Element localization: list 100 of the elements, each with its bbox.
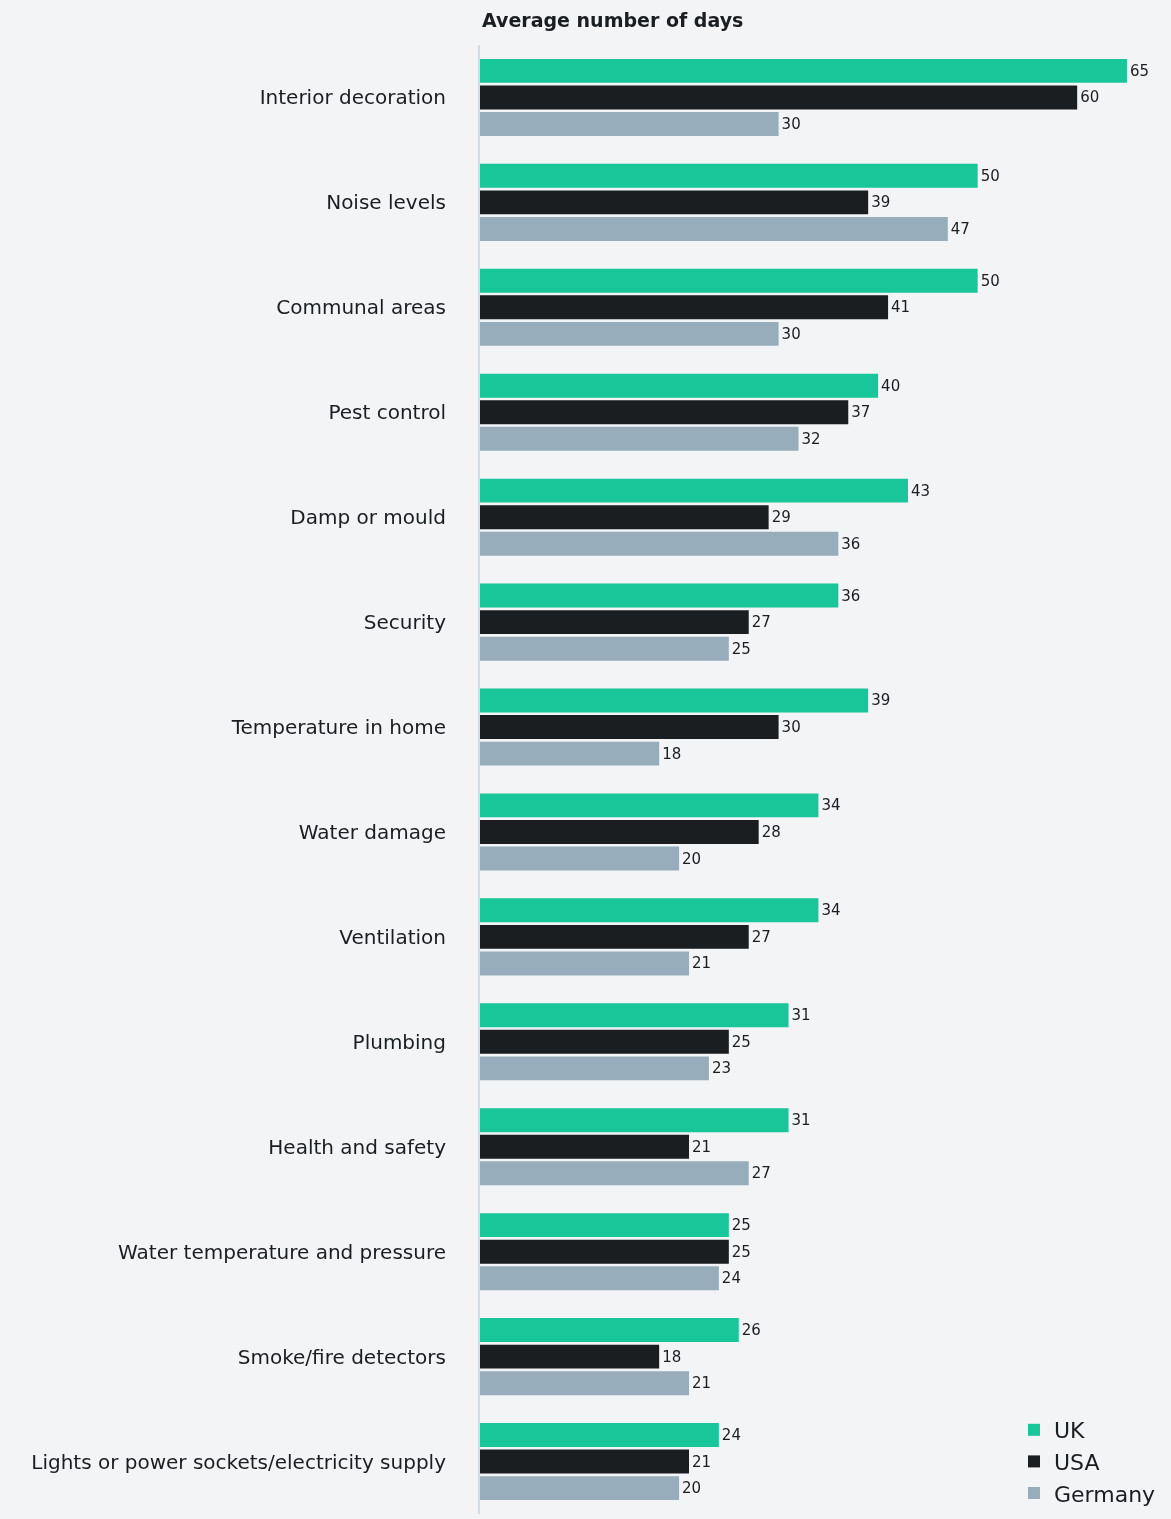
data-label: 25 <box>731 1216 751 1235</box>
data-label: 21 <box>692 954 712 973</box>
data-label: 50 <box>980 271 1000 290</box>
bar <box>480 1371 690 1396</box>
bar <box>480 268 978 293</box>
y-tick-label: Damp or mould <box>290 505 446 530</box>
data-label: 21 <box>692 1452 712 1471</box>
y-tick-label: Pest control <box>328 400 446 425</box>
data-label: 25 <box>731 1242 751 1261</box>
data-label: 29 <box>771 508 791 527</box>
data-label: 36 <box>841 534 861 553</box>
bar <box>480 217 948 241</box>
data-label: 28 <box>761 822 781 841</box>
data-label: 20 <box>682 1479 702 1498</box>
bar <box>480 1422 719 1447</box>
bar <box>480 1266 719 1291</box>
bar <box>480 1344 660 1369</box>
y-tick-label: Ventilation <box>339 924 446 949</box>
data-label: 37 <box>851 403 871 422</box>
bar <box>480 321 779 346</box>
bar <box>480 505 769 530</box>
data-label: 31 <box>791 1111 811 1130</box>
bar <box>480 373 879 398</box>
data-label: 50 <box>980 166 1000 185</box>
bar <box>480 1449 690 1474</box>
bar <box>480 112 779 137</box>
bar <box>480 295 889 320</box>
y-tick-label: Smoke/fire detectors <box>237 1344 446 1369</box>
bar <box>480 426 799 451</box>
legend-label: UK <box>1054 1418 1086 1444</box>
data-label: 32 <box>801 429 821 448</box>
bar <box>480 1318 739 1342</box>
bar <box>480 583 839 608</box>
y-tick-label: Lights or power sockets/electricity supply <box>31 1449 447 1474</box>
bar <box>480 1161 749 1186</box>
y-tick-label: Communal areas <box>276 295 446 320</box>
bar <box>480 1056 709 1081</box>
y-tick-label: Security <box>363 610 447 635</box>
legend-label: Germany <box>1054 1481 1156 1507</box>
data-label: 34 <box>821 901 841 920</box>
bar <box>480 478 908 503</box>
data-label: 27 <box>751 927 771 946</box>
data-label: 31 <box>791 1006 811 1025</box>
data-label: 30 <box>781 115 801 134</box>
bar <box>480 741 660 766</box>
y-tick-label: Plumbing <box>352 1029 446 1054</box>
data-label: 34 <box>821 796 841 815</box>
y-tick-label: Water damage <box>298 819 446 844</box>
bar <box>480 951 690 976</box>
bar <box>480 924 749 949</box>
data-label: 20 <box>682 849 702 868</box>
bar <box>480 688 869 713</box>
data-label: 25 <box>731 639 751 658</box>
y-tick-label: Temperature in home <box>230 715 446 740</box>
data-label: 21 <box>692 1374 712 1393</box>
y-tick-label: Noise levels <box>326 190 446 215</box>
data-label: 24 <box>721 1269 741 1288</box>
data-label: 18 <box>662 744 682 763</box>
data-label: 30 <box>781 718 801 737</box>
bar <box>480 163 978 188</box>
bar <box>480 793 819 818</box>
y-tick-label: Water temperature and pressure <box>118 1239 446 1264</box>
data-label: 24 <box>721 1425 741 1444</box>
data-label: 27 <box>751 613 771 632</box>
legend-label: USA <box>1054 1449 1100 1475</box>
data-label: 30 <box>781 324 801 343</box>
data-label: 36 <box>841 586 861 605</box>
y-tick-label: Interior decoration <box>259 85 446 110</box>
bar <box>480 531 839 556</box>
bar <box>480 1029 729 1054</box>
bar <box>480 1108 789 1133</box>
data-label: 39 <box>871 193 891 212</box>
data-label: 65 <box>1129 61 1150 80</box>
x-axis-title: Average number of days <box>482 9 744 31</box>
data-label: 25 <box>731 1032 751 1051</box>
data-label: 43 <box>910 481 931 500</box>
data-label: 27 <box>751 1164 771 1183</box>
data-label: 41 <box>891 298 911 317</box>
data-label: 47 <box>950 219 970 238</box>
data-label: 60 <box>1080 88 1100 107</box>
data-label: 23 <box>711 1059 732 1078</box>
data-label: 21 <box>692 1137 712 1156</box>
bar <box>480 820 759 844</box>
bar <box>480 636 729 661</box>
bar <box>480 400 849 425</box>
y-tick-label: Health and safety <box>268 1134 447 1159</box>
bar <box>480 1213 729 1238</box>
data-label: 18 <box>662 1347 682 1366</box>
bar <box>480 190 869 215</box>
bar <box>480 58 1127 83</box>
bar <box>480 1476 680 1501</box>
data-label: 40 <box>881 376 901 395</box>
data-label: 39 <box>871 691 891 710</box>
bar <box>480 610 749 635</box>
bar <box>480 898 819 923</box>
bar <box>480 1134 690 1159</box>
bar <box>480 1239 729 1264</box>
data-label: 26 <box>741 1321 761 1340</box>
bar <box>480 85 1078 110</box>
bar <box>480 846 680 871</box>
